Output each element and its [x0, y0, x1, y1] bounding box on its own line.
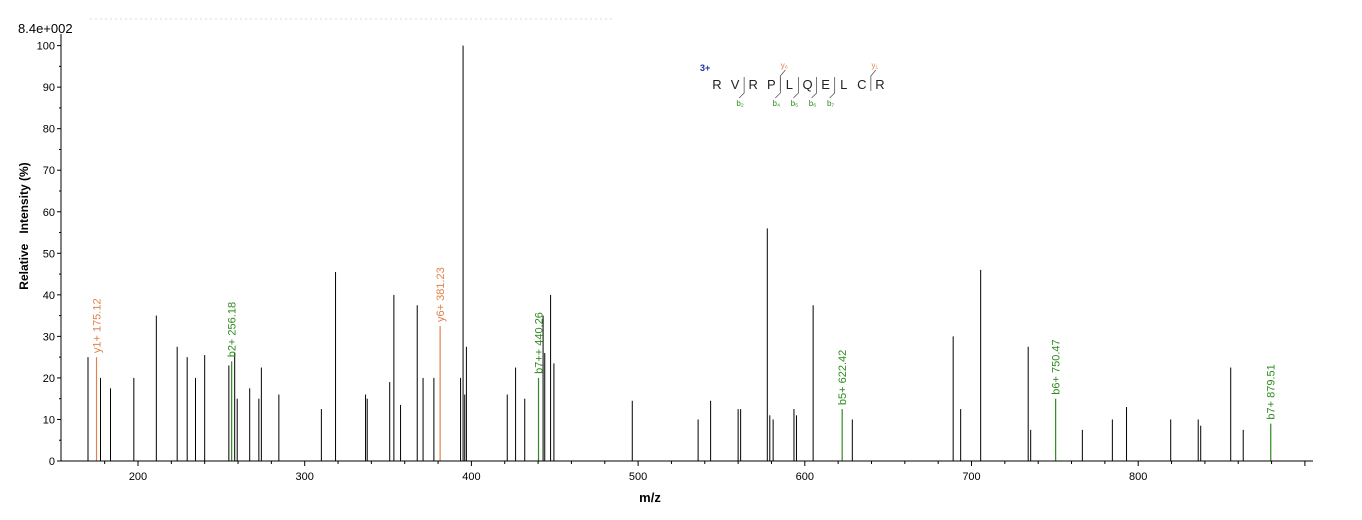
y-tick-label: 80	[43, 124, 55, 136]
y-ion-label: y₆	[781, 61, 788, 70]
max-intensity-label: 8.4e+002	[18, 21, 73, 36]
b-ion-label: b₇	[827, 99, 834, 108]
sequence-residue: L	[840, 77, 847, 92]
y-ion-marker	[779, 69, 786, 91]
sequence-residue: R	[875, 77, 884, 92]
x-tick-label: 800	[1129, 471, 1147, 483]
y-tick-label: 0	[49, 456, 55, 468]
b-ion-marker	[793, 77, 799, 99]
y-tick-label: 90	[43, 82, 55, 94]
peak-label: b2+ 256.18	[227, 302, 239, 357]
sequence-residue: Q	[802, 77, 812, 92]
x-tick-label: 500	[629, 471, 647, 483]
peak-label: b6+ 750.47	[1051, 339, 1063, 394]
chart-axes: 0 10 20 30 40 50 60 70 80 90 100 200 300 400 500 600 700…	[37, 34, 1313, 483]
x-axis-label: m/z	[639, 490, 661, 505]
b-ion-marker	[738, 77, 745, 99]
sequence-residue: R	[712, 77, 721, 92]
charge-state: 3+	[700, 63, 710, 73]
b-ion-marker	[811, 77, 817, 99]
y-ion-marker	[870, 69, 877, 91]
sequence-residue: C	[857, 77, 866, 92]
peak-label: b5+ 622.42	[837, 350, 849, 405]
y-axis-label: Relative Intensity (%)	[17, 162, 31, 289]
peak-label: b7++ 440.26	[534, 312, 546, 374]
y-tick-label: 100	[37, 41, 55, 53]
sequence-residue: V	[731, 77, 740, 92]
x-tick-label: 700	[962, 471, 980, 483]
peak-label: y6+ 381.23	[435, 267, 447, 322]
b-ion-marker	[829, 77, 836, 99]
sequence-residue: P	[767, 77, 776, 92]
b-ion-marker	[775, 77, 781, 99]
x-tick-label: 300	[296, 471, 314, 483]
y-tick-label: 50	[43, 248, 55, 260]
y-tick-label: 70	[43, 165, 55, 177]
y-tick-label: 20	[43, 373, 55, 385]
b-ion-label: b₄	[772, 99, 780, 108]
b-ion-label: b₂	[736, 99, 744, 108]
peak-labels: y1+ 175.12 b2+ 256.18 y6+ 381.23 b7++ 440.2…	[92, 267, 1278, 419]
peak-label: y1+ 175.12	[92, 298, 104, 353]
b-ion-label: b₅	[791, 99, 799, 108]
sequence-residue: R	[749, 77, 758, 92]
peak-bars	[87, 45, 1272, 461]
x-tick-label: 400	[462, 471, 480, 483]
y-tick-label: 30	[43, 331, 55, 343]
x-tick-label: 600	[796, 471, 814, 483]
y-tick-label: 10	[43, 414, 55, 426]
sequence-residue: L	[786, 77, 793, 92]
peak-label: b7+ 879.51	[1266, 364, 1278, 419]
y-tick-label: 40	[43, 290, 55, 302]
b-ion-label: b₆	[809, 99, 817, 108]
y-tick-label: 60	[43, 207, 55, 219]
y-ion-label: y₁	[871, 61, 878, 70]
x-tick-label: 200	[129, 471, 147, 483]
sequence-residue: E	[821, 77, 830, 92]
